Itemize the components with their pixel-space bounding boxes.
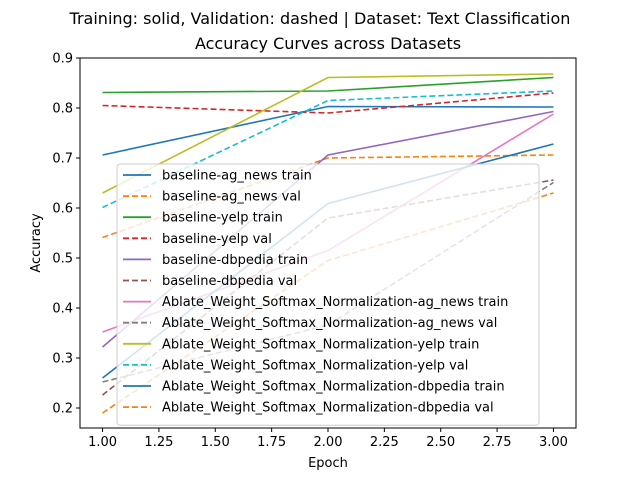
- legend-label: Ablate_Weight_Softmax_Normalization-dbpe…: [162, 401, 494, 416]
- x-tick-label: 1.75: [257, 435, 286, 450]
- legend-label: Ablate_Weight_Softmax_Normalization-ag_n…: [162, 316, 497, 331]
- legend-label: Ablate_Weight_Softmax_Normalization-ag_n…: [162, 295, 508, 310]
- series-line-9: [102, 73, 554, 194]
- legend-label: baseline-yelp train: [162, 211, 283, 226]
- series-line-4: [102, 92, 554, 114]
- x-tick-label: 3.00: [539, 435, 568, 450]
- x-axis: 1.00 1.25 1.50 1.75 2.00 2.25 2.50 2.75 3.00: [88, 428, 568, 450]
- y-tick-label: 0.5: [52, 252, 73, 267]
- x-tick-label: 2.00: [314, 435, 343, 450]
- y-tick-label: 0.2: [52, 402, 73, 417]
- x-tick-label: 2.25: [370, 435, 399, 450]
- legend-label: baseline-dbpedia train: [162, 253, 308, 268]
- series-line-2: [102, 154, 554, 239]
- x-tick-label: 1.00: [88, 435, 117, 450]
- y-tick-label: 0.4: [52, 302, 73, 317]
- chart-suptitle: Training: solid, Validation: dashed | Da…: [69, 9, 571, 28]
- x-tick-label: 2.75: [483, 435, 512, 450]
- y-tick-label: 0.7: [52, 152, 73, 167]
- legend-label: baseline-ag_news train: [162, 169, 312, 184]
- y-tick-label: 0.8: [52, 102, 73, 117]
- legend-label: baseline-ag_news val: [162, 190, 301, 205]
- legend-label: baseline-yelp val: [162, 232, 272, 247]
- series-line-3: [102, 76, 554, 94]
- y-tick-label: 0.9: [52, 52, 73, 67]
- legend-label: Ablate_Weight_Softmax_Normalization-dbpe…: [162, 380, 505, 395]
- legend-label: Ablate_Weight_Softmax_Normalization-yelp…: [162, 337, 479, 352]
- x-tick-label: 2.50: [426, 435, 455, 450]
- y-axis: 0.2 0.3 0.4 0.5 0.6 0.7 0.8 0.9: [52, 52, 80, 417]
- x-tick-label: 1.50: [201, 435, 230, 450]
- y-tick-label: 0.3: [52, 352, 73, 367]
- y-axis-label: Accuracy: [29, 213, 44, 273]
- chart-title: Accuracy Curves across Datasets: [195, 34, 461, 53]
- legend-box: [116, 163, 540, 426]
- series-line-1: [102, 105, 554, 156]
- legend: baseline-ag_news train baseline-ag_news v…: [116, 163, 540, 426]
- legend-label: baseline-dbpedia val: [162, 274, 297, 289]
- x-axis-label: Epoch: [308, 456, 348, 471]
- legend-label: Ablate_Weight_Softmax_Normalization-yelp…: [162, 358, 468, 373]
- y-tick-label: 0.6: [52, 202, 73, 217]
- x-tick-label: 1.25: [144, 435, 173, 450]
